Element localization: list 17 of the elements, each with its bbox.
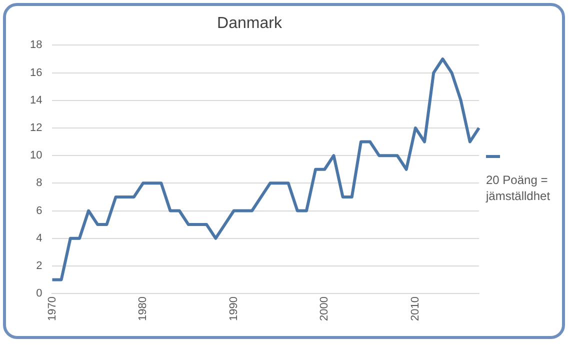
y-tick-label: 6 [36, 204, 42, 217]
y-tick-label: 4 [36, 232, 42, 244]
y-tick-label: 12 [30, 122, 42, 134]
x-tick-label: 1970 [46, 296, 58, 322]
text: 20 Poäng = jämställdhet [486, 173, 550, 203]
y-tick-label: 16 [30, 66, 42, 79]
y-tick-label: 0 [36, 288, 42, 300]
y-tick-label: 2 [36, 260, 42, 272]
x-tick-label: 1990 [228, 296, 240, 322]
x-tick-label: 1980 [137, 296, 150, 322]
x-tick-label: 2010 [409, 296, 422, 322]
chart-title: Danmark [217, 15, 283, 32]
y-tick-label: 10 [30, 150, 42, 162]
y-tick-label: 8 [36, 177, 42, 190]
y-tick-label: 18 [30, 39, 42, 52]
y-tick-label: 14 [30, 94, 42, 106]
x-tick-label: 2000 [318, 296, 331, 322]
